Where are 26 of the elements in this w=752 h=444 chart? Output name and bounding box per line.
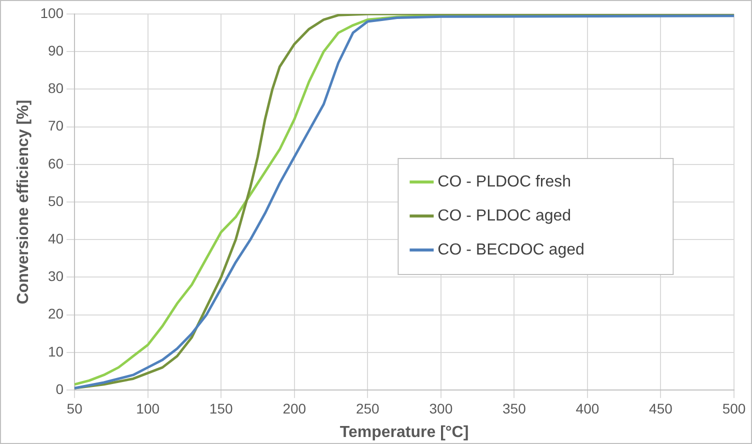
legend-label: CO - PLDOC fresh — [438, 173, 572, 190]
y-axis-title: Conversione efficiency [%] — [15, 100, 32, 304]
x-tick-label: 50 — [66, 400, 83, 416]
legend-label: CO - BECDOC aged — [438, 241, 584, 258]
y-tick-label: 0 — [56, 380, 64, 397]
x-tick-label: 500 — [722, 400, 746, 416]
x-tick-label: 350 — [502, 400, 526, 416]
y-tick-label: 30 — [48, 268, 64, 284]
y-tick-label: 50 — [48, 192, 64, 209]
x-tick-label: 400 — [576, 400, 600, 416]
y-tick-label: 80 — [48, 80, 64, 96]
x-tick-label: 450 — [649, 400, 673, 416]
x-axis-title: Temperature [°C] — [340, 424, 469, 441]
x-tick-label: 250 — [356, 400, 380, 416]
y-tick-label: 90 — [48, 42, 64, 58]
legend-label: CO - PLDOC aged — [438, 207, 572, 224]
y-tick-label: 70 — [48, 118, 64, 134]
y-tick-label: 100 — [40, 4, 64, 21]
y-tick-label: 40 — [48, 230, 64, 246]
x-tick-label: 300 — [429, 400, 453, 416]
y-tick-label: 20 — [48, 306, 64, 322]
y-tick-label: 10 — [48, 343, 64, 360]
x-tick-label: 100 — [136, 400, 160, 416]
x-tick-label: 150 — [209, 400, 233, 416]
y-tick-label: 60 — [48, 155, 64, 172]
x-tick-label: 200 — [282, 400, 306, 416]
